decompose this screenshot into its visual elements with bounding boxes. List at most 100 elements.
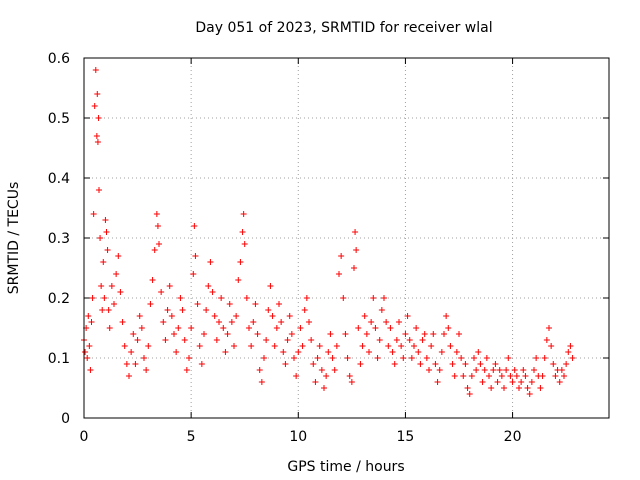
data-point xyxy=(248,343,255,349)
data-point xyxy=(106,325,113,331)
data-point xyxy=(267,283,274,289)
x-axis-ticks: 0 5 10 15 20 xyxy=(80,58,522,445)
data-point xyxy=(306,319,312,325)
data-point xyxy=(226,301,233,307)
y-axis-ticks: 0 0.1 0.2 0.3 0.4 0.5 0.6 xyxy=(48,51,609,427)
data-point xyxy=(218,295,225,301)
data-point xyxy=(271,343,278,349)
y-tick-label: 0 xyxy=(61,411,70,427)
data-point xyxy=(458,355,465,361)
data-point xyxy=(567,343,574,349)
data-point xyxy=(158,289,165,295)
x-tick-label: 20 xyxy=(504,429,522,445)
data-point xyxy=(374,355,381,361)
data-point xyxy=(321,385,327,391)
data-point xyxy=(119,319,126,325)
data-point xyxy=(256,367,263,373)
data-point xyxy=(511,367,518,373)
data-point xyxy=(411,343,417,349)
data-point xyxy=(516,385,522,391)
data-point xyxy=(387,325,394,331)
data-point xyxy=(84,355,91,361)
data-point xyxy=(220,325,227,331)
data-point xyxy=(203,307,210,313)
data-point xyxy=(102,217,109,223)
data-point xyxy=(132,361,139,367)
data-point xyxy=(561,373,567,379)
data-point xyxy=(297,325,304,331)
data-point xyxy=(393,337,400,343)
data-point xyxy=(329,355,336,361)
data-point xyxy=(166,283,173,289)
data-point xyxy=(130,331,137,337)
data-point xyxy=(318,367,325,373)
data-point xyxy=(520,367,527,373)
data-point xyxy=(340,295,347,301)
data-point xyxy=(99,307,106,313)
data-point xyxy=(240,211,247,217)
x-tick-label: 10 xyxy=(289,429,307,445)
data-points xyxy=(81,67,576,397)
data-point xyxy=(352,229,359,235)
data-point xyxy=(308,337,315,343)
data-point xyxy=(222,349,229,355)
data-point xyxy=(539,373,546,379)
data-point xyxy=(434,379,441,385)
data-point xyxy=(316,343,323,349)
data-point xyxy=(151,247,158,253)
data-point xyxy=(543,337,550,343)
data-point xyxy=(333,343,340,349)
data-point xyxy=(97,235,104,241)
data-point xyxy=(168,313,175,319)
data-point xyxy=(190,271,197,277)
data-point xyxy=(468,373,475,379)
plot-frame xyxy=(83,57,610,419)
data-point xyxy=(310,361,317,367)
data-point xyxy=(252,301,259,307)
data-point xyxy=(250,319,257,325)
x-tick-label: 15 xyxy=(397,429,415,445)
data-point xyxy=(224,331,231,337)
data-point xyxy=(100,259,107,265)
data-point xyxy=(348,379,355,385)
data-point xyxy=(372,325,379,331)
data-point xyxy=(443,313,450,319)
data-point xyxy=(288,331,295,337)
data-point xyxy=(513,373,520,379)
data-point xyxy=(95,115,102,121)
data-point xyxy=(528,379,535,385)
data-point xyxy=(87,367,94,373)
data-point xyxy=(92,67,99,73)
data-point xyxy=(406,337,413,343)
data-point xyxy=(258,379,265,385)
y-tick-label: 0.1 xyxy=(48,351,70,367)
data-point xyxy=(183,367,190,373)
data-point xyxy=(115,253,122,259)
data-point xyxy=(357,361,364,367)
data-point xyxy=(505,355,512,361)
data-point xyxy=(419,337,426,343)
data-point xyxy=(509,379,516,385)
x-tick-label: 0 xyxy=(80,429,89,445)
data-point xyxy=(286,313,293,319)
data-point xyxy=(359,343,366,349)
data-point xyxy=(94,139,101,145)
data-point xyxy=(188,325,195,331)
data-point xyxy=(404,313,411,319)
data-point xyxy=(475,349,482,355)
data-point xyxy=(486,373,492,379)
data-point xyxy=(537,385,544,391)
data-point xyxy=(211,313,218,319)
data-point xyxy=(346,373,353,379)
data-point xyxy=(477,361,484,367)
data-point xyxy=(383,319,390,325)
data-point xyxy=(402,331,409,337)
data-point xyxy=(464,385,471,391)
data-point xyxy=(398,343,405,349)
data-point xyxy=(426,367,432,373)
data-point xyxy=(331,367,338,373)
data-point xyxy=(473,367,480,373)
data-point xyxy=(336,271,342,277)
data-point xyxy=(231,343,237,349)
